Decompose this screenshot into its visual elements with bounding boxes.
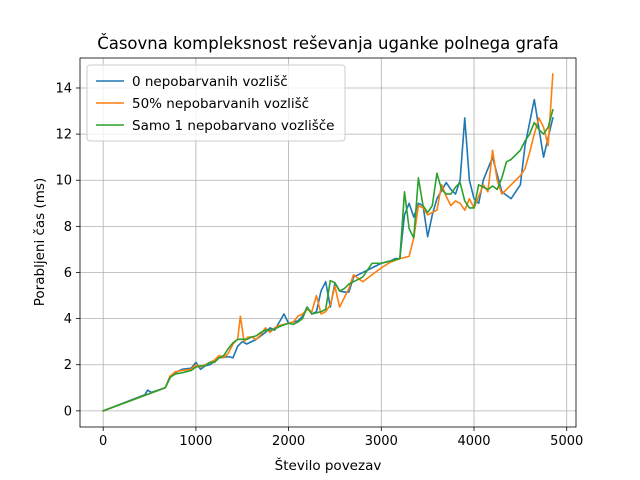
y-tick-label: 14 [55, 81, 72, 96]
series-layer [102, 73, 554, 412]
x-tick-label: 5000 [550, 434, 583, 449]
chart-title: Časovna kompleksnost reševanja uganke po… [97, 34, 559, 53]
x-tick-label: 4000 [457, 434, 490, 449]
y-axis-title: Porabljeni čas (ms) [32, 178, 48, 306]
legend-box [86, 64, 346, 142]
axis-ticks: 0 1000 2000 3000 4000 5000 0 2 4 6 8 10 12 14 [55, 81, 583, 449]
y-tick-label: 12 [55, 128, 72, 143]
y-tick-label: 10 [55, 174, 72, 189]
legend: 0 nepobarvanih vozlišč 50% nepobarvanih v… [86, 64, 346, 142]
legend-label-1: 0 nepobarvanih vozlišč [132, 74, 288, 90]
y-tick-label: 8 [64, 220, 72, 235]
y-tick-label: 4 [64, 312, 72, 327]
plot-frame [79, 57, 577, 428]
series-line-3 [102, 108, 554, 412]
series-line-1 [102, 98, 554, 412]
y-tick-label: 2 [64, 358, 72, 373]
y-tick-label: 0 [64, 404, 72, 419]
legend-label-3: Samo 1 nepobarvano vozlišče [132, 118, 334, 134]
x-tick-label: 0 [99, 434, 107, 449]
x-tick-label: 1000 [179, 434, 212, 449]
x-tick-label: 3000 [365, 434, 398, 449]
x-tick-label: 2000 [272, 434, 305, 449]
x-axis-title: Število povezav [275, 456, 382, 474]
legend-label-2: 50% nepobarvanih vozlišč [132, 96, 309, 112]
y-tick-label: 6 [64, 266, 72, 281]
